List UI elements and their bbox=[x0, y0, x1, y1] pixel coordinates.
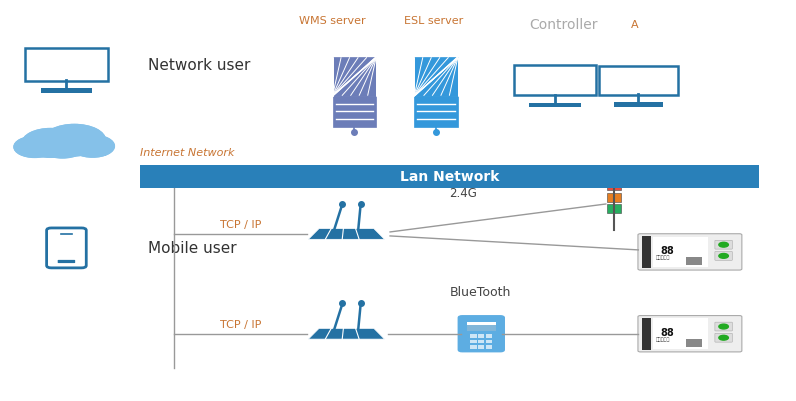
Circle shape bbox=[39, 135, 86, 158]
Text: 88: 88 bbox=[660, 245, 674, 255]
FancyBboxPatch shape bbox=[458, 316, 505, 352]
Bar bbox=[414, 58, 458, 97]
Circle shape bbox=[719, 243, 728, 247]
Text: ESL server: ESL server bbox=[404, 16, 463, 26]
FancyBboxPatch shape bbox=[599, 67, 677, 95]
Text: 88: 88 bbox=[660, 327, 674, 337]
Circle shape bbox=[22, 129, 79, 158]
Bar bbox=[333, 58, 377, 97]
Text: 价格水果片: 价格水果片 bbox=[656, 255, 670, 259]
Text: Internet Network: Internet Network bbox=[140, 148, 235, 158]
Text: WMS server: WMS server bbox=[298, 16, 365, 26]
Bar bbox=[414, 97, 458, 128]
Polygon shape bbox=[308, 328, 384, 339]
Polygon shape bbox=[308, 229, 384, 240]
Circle shape bbox=[71, 136, 115, 158]
FancyBboxPatch shape bbox=[715, 322, 732, 331]
Bar bbox=[486, 345, 493, 349]
Text: 2.4G: 2.4G bbox=[450, 186, 478, 199]
Text: 价格水果片: 价格水果片 bbox=[656, 336, 670, 341]
Bar bbox=[478, 334, 485, 338]
Bar bbox=[333, 97, 377, 128]
Bar bbox=[686, 257, 702, 265]
Bar bbox=[607, 205, 621, 213]
Bar bbox=[614, 103, 663, 107]
FancyBboxPatch shape bbox=[715, 241, 732, 249]
FancyBboxPatch shape bbox=[25, 49, 107, 82]
FancyBboxPatch shape bbox=[715, 252, 732, 261]
Text: BlueTooth: BlueTooth bbox=[450, 286, 511, 299]
Bar bbox=[467, 322, 496, 331]
FancyBboxPatch shape bbox=[513, 66, 596, 96]
Text: Controller: Controller bbox=[529, 18, 597, 32]
Circle shape bbox=[719, 324, 728, 329]
Bar bbox=[607, 193, 621, 202]
Bar bbox=[470, 345, 477, 349]
Bar bbox=[41, 89, 92, 93]
FancyBboxPatch shape bbox=[638, 316, 742, 352]
Bar bbox=[607, 182, 621, 191]
Text: A: A bbox=[630, 20, 638, 30]
Text: Mobile user: Mobile user bbox=[148, 241, 236, 256]
Bar bbox=[470, 340, 477, 344]
Bar bbox=[470, 334, 477, 338]
Bar bbox=[478, 340, 485, 344]
Circle shape bbox=[14, 137, 56, 158]
Circle shape bbox=[719, 254, 728, 259]
Text: Network user: Network user bbox=[148, 58, 251, 73]
Bar bbox=[27, 146, 106, 157]
Bar bbox=[486, 334, 493, 338]
Bar bbox=[486, 340, 493, 344]
Bar bbox=[686, 339, 702, 347]
Bar bbox=[529, 103, 581, 108]
Circle shape bbox=[44, 125, 105, 156]
Text: TCP / IP: TCP / IP bbox=[220, 319, 261, 329]
Bar bbox=[653, 318, 708, 349]
Bar bbox=[467, 326, 496, 331]
Bar bbox=[642, 318, 651, 350]
Bar bbox=[642, 236, 651, 268]
FancyBboxPatch shape bbox=[47, 229, 86, 268]
Bar bbox=[653, 237, 708, 267]
Bar bbox=[140, 166, 759, 188]
Bar bbox=[478, 345, 485, 349]
FancyBboxPatch shape bbox=[715, 334, 732, 342]
Text: TCP / IP: TCP / IP bbox=[220, 219, 261, 229]
FancyBboxPatch shape bbox=[638, 234, 742, 270]
FancyBboxPatch shape bbox=[57, 260, 75, 263]
Circle shape bbox=[719, 336, 728, 340]
Text: Lan Network: Lan Network bbox=[400, 170, 499, 184]
